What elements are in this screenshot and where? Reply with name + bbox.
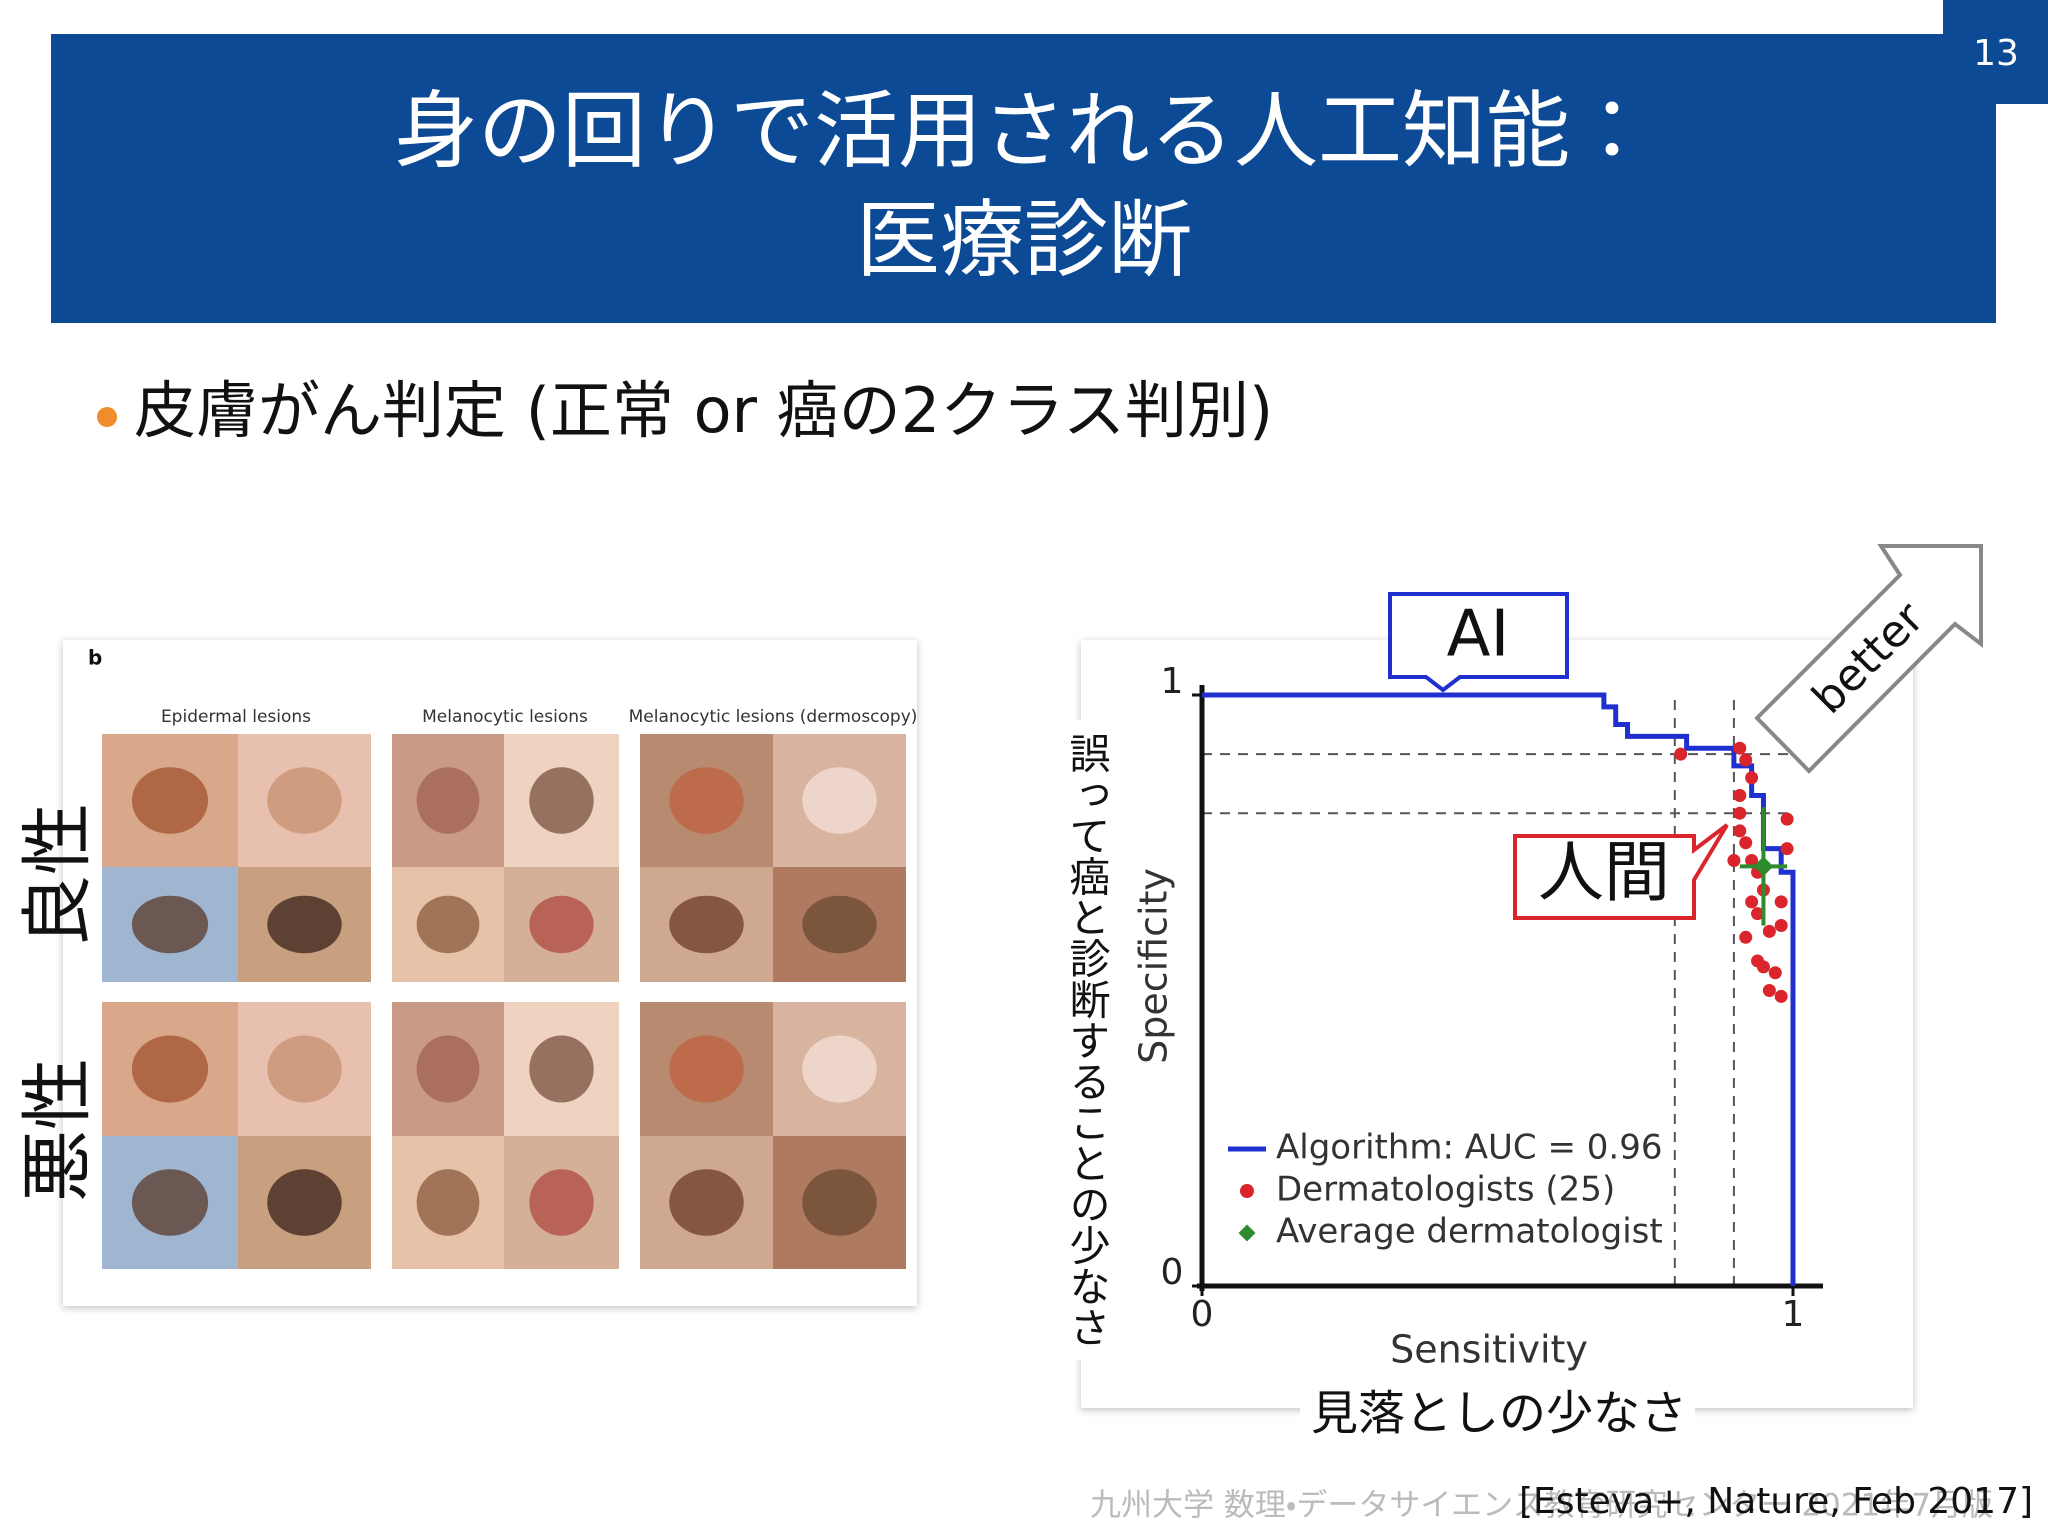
lesion-spot (669, 895, 744, 954)
footer-organization: 九州大学 数理・データサイエンス教育研究センター 2021年7月版 (1090, 1488, 1993, 1524)
dermatologist-point (1745, 895, 1759, 909)
page-number: 13 (1973, 33, 2019, 74)
dermatologist-point (1780, 812, 1794, 826)
dermatologist-point (1745, 771, 1759, 785)
lesion-spot (529, 767, 594, 834)
dermatologist-point (1774, 918, 1788, 932)
lesion-spot (416, 1035, 480, 1103)
lesion-spot (802, 767, 877, 834)
dermatologist-point (1739, 836, 1753, 850)
callout-text: AI (1447, 598, 1510, 672)
row-label: 悪性 (16, 1058, 100, 1202)
lesion-spot (131, 895, 209, 954)
dermatologist-point (1762, 984, 1776, 997)
column-header: Epidermal lesions (161, 707, 311, 727)
y-axis-label: Specificity (1132, 868, 1176, 1064)
dermatologist-point (1768, 966, 1782, 980)
row-label: 良性 (16, 803, 100, 947)
dermatologist-point (1751, 954, 1765, 968)
caption-backdrop (1060, 720, 1110, 1360)
legend-dot (1240, 1184, 1254, 1198)
lesion-spot (529, 1035, 594, 1103)
y-caption: 誤って癌と診断することの少なさ (1062, 733, 1110, 1348)
lesion-spot (529, 895, 594, 954)
human-callout (1513, 823, 1729, 920)
header-bar (51, 34, 1996, 323)
average-point (1753, 856, 1774, 877)
dermatologist-point (1727, 853, 1741, 867)
lesion-spot (802, 1035, 877, 1103)
panel-label: b (88, 646, 102, 670)
lesion-spot (131, 1169, 209, 1236)
legend-label: Algorithm: AUC = 0.96 (1276, 1128, 1662, 1168)
lesion-spot (267, 895, 342, 954)
footer-citation: [Esteva+, Nature, Feb 2017] (1519, 1481, 2033, 1522)
dermatologist-point (1774, 895, 1788, 909)
lesion-spot (416, 767, 480, 834)
bullet-text: 皮膚がん判定 (正常 or 癌の2クラス判別) (134, 374, 1273, 447)
lesion-spot (669, 1169, 744, 1236)
page-number-join (1943, 0, 1998, 104)
column-header: Melanocytic lesions (dermoscopy) (629, 707, 918, 727)
lesion-spot (802, 895, 877, 954)
lesion-spot (669, 767, 744, 834)
legend-label: Dermatologists (25) (1276, 1170, 1615, 1210)
lesion-spot (267, 1169, 342, 1236)
lesion-spot (669, 1035, 744, 1103)
y-tick-label: 0 (1161, 1252, 1184, 1293)
title-line: 身の回りで活用される人工知能： (394, 82, 1654, 180)
lesion-spot (802, 1169, 877, 1236)
lesion-spot (267, 1035, 342, 1103)
legend-label: Average dermatologist (1276, 1212, 1663, 1252)
x-tick-label: 1 (1782, 1294, 1805, 1335)
lesion-spot (416, 895, 480, 954)
bullet-dot (97, 407, 117, 427)
dermatologist-point (1762, 924, 1776, 938)
column-header: Melanocytic lesions (422, 707, 588, 727)
lesion-spot (267, 767, 342, 834)
title-line: 医療診断 (856, 191, 1192, 289)
dermatologist-point (1751, 907, 1765, 921)
x-caption: 見落としの少なさ (1311, 1387, 1687, 1442)
legend-diamond (1238, 1224, 1256, 1242)
dermatologist-point (1733, 741, 1747, 755)
x-axis-label: Sensitivity (1390, 1328, 1588, 1372)
lesion-spot (416, 1169, 480, 1236)
ai-callout (1388, 592, 1569, 693)
lesion-spot (529, 1169, 594, 1236)
dermatologist-point (1780, 842, 1794, 856)
dermatologist-point (1733, 824, 1747, 838)
dermatologist-point (1733, 788, 1747, 802)
dermatologist-point (1739, 930, 1753, 944)
better-arrow (1754, 544, 1983, 774)
lesion-spot (131, 767, 209, 834)
x-tick-label: 0 (1191, 1294, 1214, 1335)
chart: 0 1 0 1 Sensitivity Specificity Algorithm: AUC… (1132, 661, 1823, 1372)
dermatologist-point (1674, 747, 1688, 761)
dermatologist-point (1739, 753, 1753, 767)
dermatologist-point (1733, 806, 1747, 820)
dermatologist-point (1745, 853, 1759, 867)
callout-text: 人間 (1538, 834, 1670, 911)
lesion-spot (131, 1035, 209, 1103)
lesion-grid (102, 734, 906, 1269)
y-tick-label: 1 (1161, 661, 1184, 702)
caption-backdrop (1300, 1385, 1695, 1450)
chart-panel (1081, 640, 1913, 1408)
dermatologist-point (1774, 989, 1788, 1003)
